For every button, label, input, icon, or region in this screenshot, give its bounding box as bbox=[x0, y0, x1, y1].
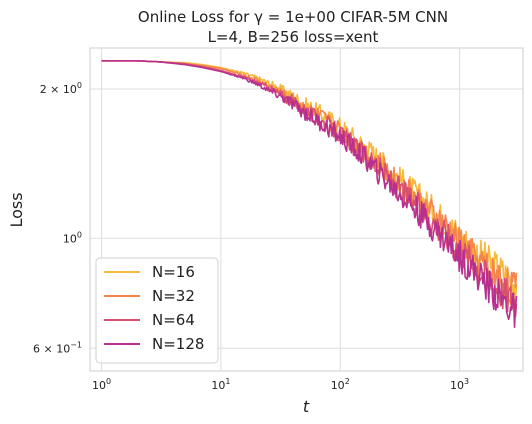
legend: N=16 N=32 N=64 N=128 bbox=[95, 257, 219, 364]
y-tick-label: 100 bbox=[63, 230, 82, 245]
legend-label: N=16 bbox=[152, 263, 195, 281]
legend-box bbox=[95, 257, 219, 364]
legend-label: N=64 bbox=[152, 311, 195, 329]
legend-label: N=32 bbox=[152, 287, 195, 305]
y-axis-label: Loss bbox=[7, 192, 26, 227]
series-group bbox=[101, 59, 518, 329]
x-tick-label: 101 bbox=[211, 377, 230, 392]
y-tick-label: 2 × 100 bbox=[40, 81, 82, 96]
x-axis-label: t bbox=[303, 397, 310, 416]
x-tick-label: 103 bbox=[450, 377, 469, 392]
chart-title-line1: Online Loss for γ = 1e+00 CIFAR-5M CNN bbox=[138, 8, 448, 26]
x-tick-label: 102 bbox=[331, 377, 350, 392]
chart-title-line2: L=4, B=256 loss=xent bbox=[208, 28, 379, 46]
y-ticks: 2 × 100 100 6 × 10−1 bbox=[33, 81, 82, 355]
series-line bbox=[101, 59, 518, 329]
x-ticks: 100 101 102 103 bbox=[92, 377, 469, 392]
y-tick-label: 6 × 10−1 bbox=[33, 340, 82, 355]
legend-label: N=128 bbox=[152, 335, 204, 353]
x-tick-label: 100 bbox=[92, 377, 111, 392]
